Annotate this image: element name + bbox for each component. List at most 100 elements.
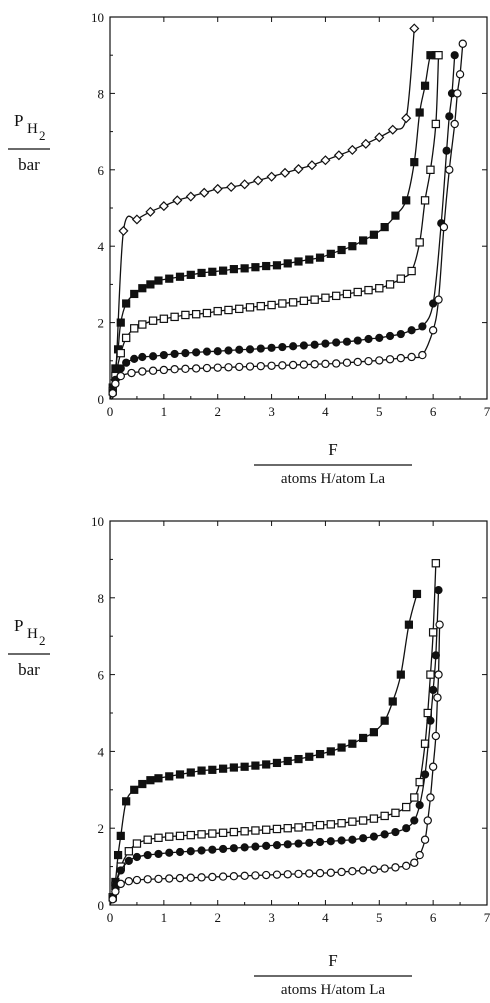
data-point — [239, 179, 250, 190]
data-point — [433, 693, 442, 702]
data-point — [122, 797, 131, 806]
data-point — [122, 358, 131, 367]
data-point — [192, 348, 201, 357]
data-point — [348, 867, 357, 876]
data-point — [261, 825, 271, 834]
data-point — [124, 876, 134, 886]
y-tick-label: 4 — [98, 239, 105, 254]
data-point — [154, 833, 163, 843]
data-point — [197, 846, 206, 855]
x-tick-label: 5 — [376, 910, 383, 925]
x-label-main: F — [328, 951, 337, 970]
data-point — [170, 365, 179, 374]
y-tick-label: 6 — [98, 668, 105, 683]
series-markers-1 — [110, 23, 420, 385]
data-point — [165, 832, 174, 841]
data-point — [418, 322, 427, 331]
data-point — [431, 559, 441, 568]
data-point — [283, 756, 292, 766]
data-point — [226, 181, 237, 193]
data-point — [143, 850, 152, 860]
data-point — [219, 266, 228, 275]
data-point — [332, 359, 341, 368]
data-point — [434, 586, 443, 595]
series-markers-2 — [108, 559, 441, 902]
data-point — [245, 345, 255, 354]
data-point — [415, 238, 424, 247]
data-point — [348, 835, 357, 844]
data-point — [320, 155, 331, 166]
data-point — [251, 263, 260, 272]
data-point — [175, 770, 185, 779]
data-point — [380, 223, 389, 232]
x-tick-label: 4 — [322, 910, 329, 925]
data-point — [315, 749, 325, 759]
data-point — [294, 823, 303, 832]
data-point — [256, 301, 266, 311]
data-point — [148, 366, 158, 375]
data-point — [229, 265, 238, 274]
series-markers-3 — [108, 586, 443, 902]
data-point — [385, 355, 395, 364]
data-point — [369, 230, 378, 239]
data-point — [458, 39, 467, 48]
x-tick-label: 0 — [107, 404, 114, 419]
data-point — [278, 299, 287, 308]
data-point — [391, 211, 400, 220]
data-point — [218, 872, 228, 881]
data-point — [415, 777, 424, 787]
data-point — [272, 758, 282, 768]
data-point — [369, 728, 378, 737]
data-point — [122, 299, 131, 308]
data-point — [272, 824, 282, 834]
data-point — [359, 236, 368, 245]
x-tick-label: 2 — [214, 404, 221, 419]
data-point — [197, 268, 206, 278]
data-point — [423, 708, 432, 718]
data-point — [450, 51, 459, 60]
data-point — [175, 873, 185, 883]
data-point — [208, 267, 217, 276]
data-point — [143, 835, 152, 844]
y-label-sub: H — [27, 121, 38, 137]
data-point — [294, 257, 303, 266]
data-point — [321, 293, 330, 302]
data-point — [175, 272, 185, 281]
data-point — [407, 266, 416, 276]
data-point — [262, 261, 271, 271]
data-point — [267, 300, 276, 310]
data-point — [283, 840, 292, 849]
data-point — [154, 874, 163, 884]
data-point — [396, 670, 405, 679]
data-point — [240, 264, 249, 273]
y-tick-label: 6 — [98, 163, 105, 178]
data-point — [219, 844, 228, 854]
data-point — [315, 820, 325, 830]
data-point — [402, 824, 411, 833]
data-point — [146, 280, 155, 289]
data-point — [410, 793, 419, 802]
data-point — [261, 870, 271, 880]
data-point — [337, 245, 346, 255]
data-point — [364, 334, 373, 344]
y-label-main: P — [14, 616, 23, 635]
data-point — [442, 146, 451, 155]
data-point — [369, 832, 378, 841]
data-point — [418, 350, 427, 360]
x-label-main: F — [328, 440, 337, 459]
data-point — [218, 828, 228, 838]
data-point — [385, 331, 395, 341]
data-point — [315, 837, 325, 847]
data-point — [342, 289, 352, 299]
data-point — [305, 752, 314, 761]
data-point — [310, 340, 319, 349]
data-point — [420, 770, 430, 779]
x-tick-label: 1 — [161, 910, 168, 925]
data-point — [191, 309, 201, 319]
data-point — [170, 312, 179, 322]
data-point — [127, 368, 136, 378]
data-point — [391, 827, 400, 837]
data-point — [388, 697, 397, 706]
